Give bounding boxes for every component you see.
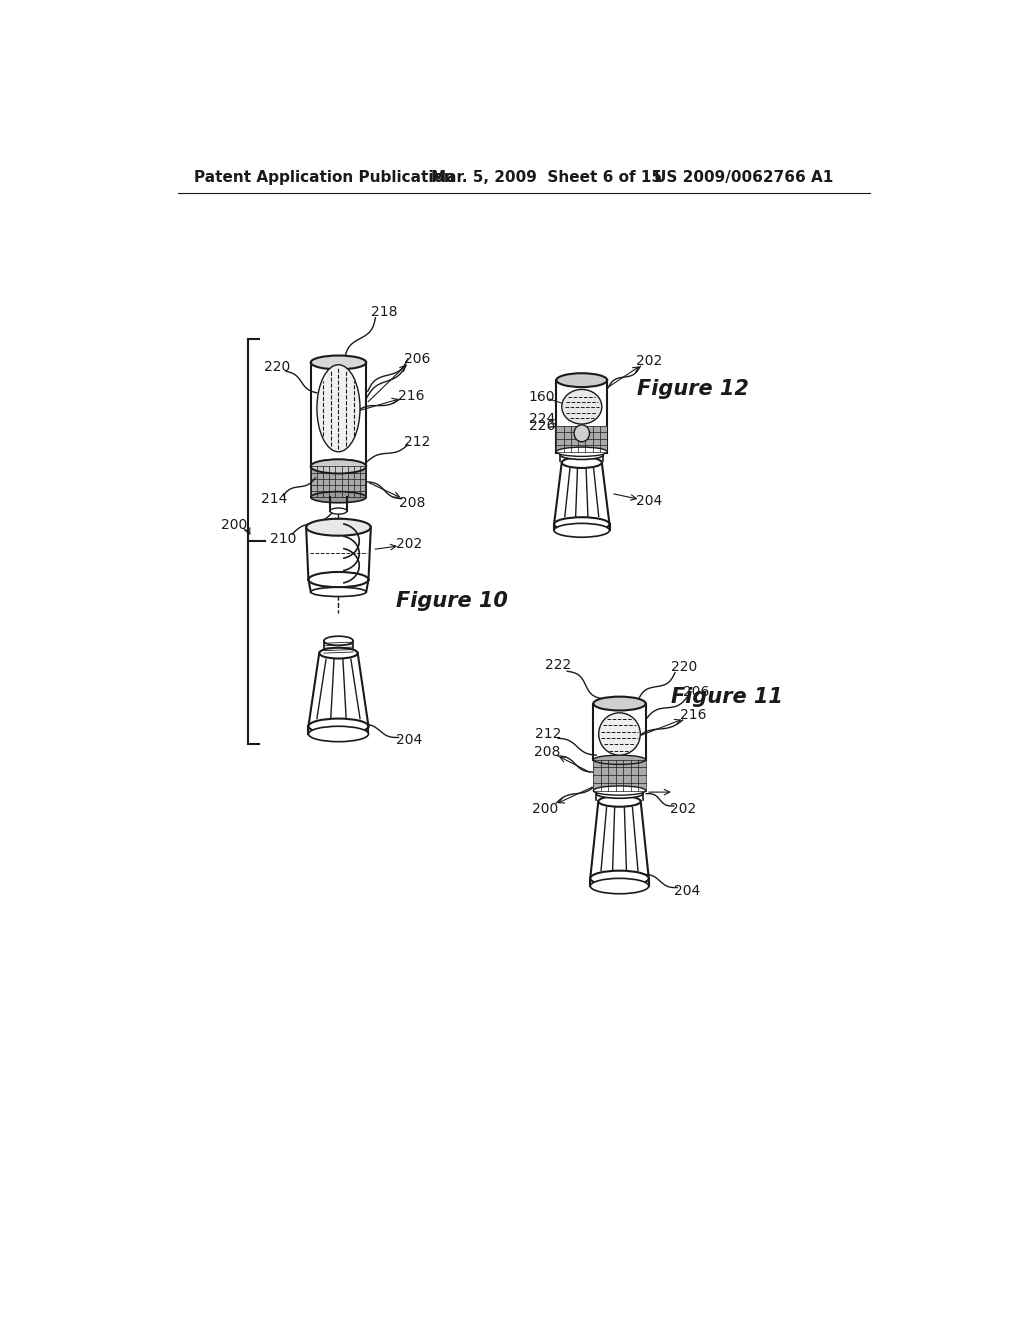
- Text: 204: 204: [674, 883, 700, 898]
- Ellipse shape: [562, 389, 602, 424]
- Ellipse shape: [560, 450, 603, 459]
- Text: Patent Application Publication: Patent Application Publication: [195, 170, 456, 185]
- Ellipse shape: [330, 508, 347, 515]
- Polygon shape: [556, 425, 607, 451]
- Text: 202: 202: [636, 354, 663, 368]
- Ellipse shape: [554, 517, 609, 531]
- Ellipse shape: [310, 355, 367, 370]
- Text: 208: 208: [399, 496, 426, 511]
- Polygon shape: [593, 760, 646, 791]
- Polygon shape: [310, 466, 367, 498]
- Polygon shape: [306, 527, 371, 579]
- Text: 212: 212: [403, 434, 430, 449]
- Text: 210: 210: [270, 532, 296, 545]
- Text: 224: 224: [528, 412, 555, 426]
- Text: 214: 214: [260, 492, 287, 506]
- Text: 204: 204: [396, 733, 423, 747]
- Text: 218: 218: [372, 305, 398, 318]
- Ellipse shape: [556, 374, 607, 387]
- Text: 220: 220: [264, 359, 290, 374]
- Text: US 2009/0062766 A1: US 2009/0062766 A1: [654, 170, 834, 185]
- Ellipse shape: [593, 785, 646, 795]
- Text: 204: 204: [636, 494, 663, 508]
- Text: 206: 206: [403, 352, 430, 366]
- Ellipse shape: [590, 871, 649, 886]
- Polygon shape: [556, 380, 607, 453]
- Text: 216: 216: [397, 389, 424, 403]
- Text: 216: 216: [680, 709, 707, 722]
- Polygon shape: [593, 704, 646, 760]
- Ellipse shape: [308, 572, 369, 587]
- Ellipse shape: [590, 878, 649, 894]
- Text: 208: 208: [534, 744, 560, 759]
- Ellipse shape: [562, 457, 602, 469]
- Polygon shape: [310, 363, 367, 466]
- Ellipse shape: [554, 524, 609, 537]
- Text: 212: 212: [536, 726, 562, 741]
- Text: 220: 220: [671, 660, 697, 673]
- Text: 202: 202: [670, 803, 696, 816]
- Text: 160: 160: [528, 391, 555, 404]
- Text: 206: 206: [683, 685, 710, 700]
- Ellipse shape: [316, 364, 360, 451]
- Text: 200: 200: [532, 803, 559, 816]
- Ellipse shape: [596, 789, 643, 799]
- Text: Mar. 5, 2009  Sheet 6 of 15: Mar. 5, 2009 Sheet 6 of 15: [431, 170, 662, 185]
- Ellipse shape: [598, 796, 641, 807]
- Text: 222: 222: [545, 659, 571, 672]
- Ellipse shape: [308, 718, 369, 734]
- Text: Figure 10: Figure 10: [396, 591, 508, 611]
- Text: 200: 200: [220, 517, 247, 532]
- Ellipse shape: [308, 726, 369, 742]
- Ellipse shape: [593, 755, 646, 764]
- Ellipse shape: [310, 491, 367, 503]
- Ellipse shape: [319, 648, 357, 659]
- Ellipse shape: [310, 587, 367, 597]
- Polygon shape: [308, 653, 369, 726]
- Text: Figure 12: Figure 12: [637, 379, 749, 400]
- Ellipse shape: [593, 697, 646, 710]
- Ellipse shape: [324, 636, 353, 645]
- Ellipse shape: [306, 519, 371, 536]
- Text: 226: 226: [528, 418, 555, 433]
- Ellipse shape: [574, 425, 590, 442]
- Text: 202: 202: [396, 537, 423, 552]
- Ellipse shape: [310, 459, 367, 474]
- Ellipse shape: [310, 459, 367, 474]
- Text: Figure 11: Figure 11: [672, 688, 783, 708]
- Ellipse shape: [556, 447, 607, 457]
- Ellipse shape: [599, 713, 640, 755]
